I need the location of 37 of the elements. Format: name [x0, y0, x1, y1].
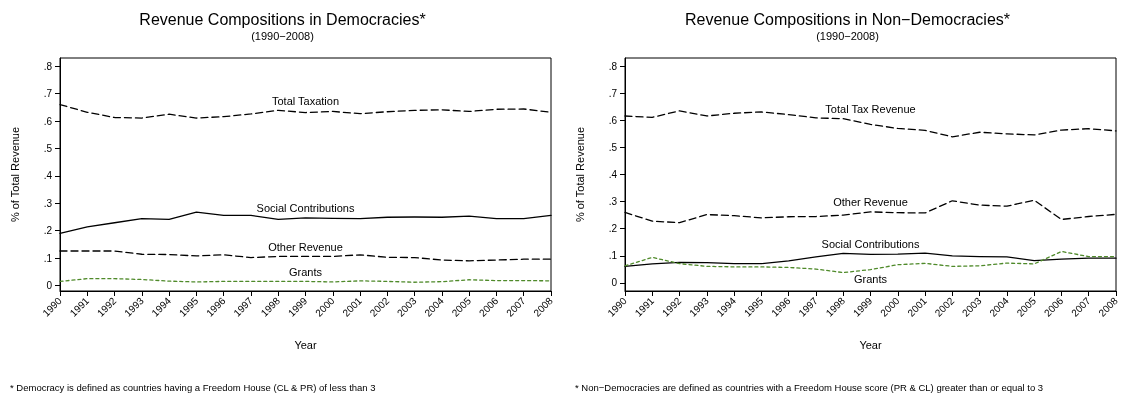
- y-tick-label: .4: [43, 170, 53, 182]
- y-axis-title: % of Total Revenue: [573, 126, 586, 223]
- y-tick-label: .6: [43, 115, 53, 127]
- series-label: Social Contributions: [256, 202, 355, 215]
- series-label: Other Revenue: [833, 196, 908, 209]
- series-label: Social Contributions: [821, 237, 920, 250]
- y-axis-title: % of Total Revenue: [8, 126, 21, 223]
- y-tick-label: .7: [43, 88, 53, 100]
- series-label: Other Revenue: [268, 240, 343, 253]
- series-label: Grants: [853, 273, 888, 286]
- y-tick-label: .1: [608, 250, 618, 262]
- y-tick-label: 0: [46, 280, 53, 292]
- y-tick-label: .6: [608, 114, 618, 126]
- series-label: Total Tax Revenue: [825, 103, 916, 116]
- y-tick-label: .5: [608, 141, 618, 153]
- text: * Democracy is defined as countries having a Freedom House (CL & PR) of less than 3: [10, 381, 376, 393]
- y-tick-label: .4: [608, 169, 618, 180]
- x-axis-title: Year: [294, 338, 317, 351]
- chart-subtitle: (1990−2008): [251, 29, 314, 42]
- series-label: Grants: [288, 265, 323, 278]
- y-tick-label: .2: [43, 225, 53, 237]
- chart-title: Revenue Compositions in Democracies*: [139, 10, 426, 28]
- y-tick-label: .3: [43, 197, 53, 209]
- y-tick-label: .5: [43, 142, 53, 154]
- chart-subtitle: (1990−2008): [816, 29, 879, 42]
- chart-title: Revenue Compositions in Non−Democracies*: [684, 10, 1011, 28]
- text: * Non−Democracies are defined as countries with a Freedom House score (PR & CL) greater than or equal to 3: [575, 381, 1044, 393]
- series-label: Total Taxation: [271, 94, 340, 107]
- y-tick-label: .1: [43, 252, 53, 264]
- line-series: [624, 250, 1117, 274]
- y-tick-label: .2: [608, 223, 618, 235]
- y-tick-label: .3: [608, 196, 618, 208]
- y-tick-label: .8: [43, 60, 53, 72]
- x-axis-title: Year: [859, 338, 882, 351]
- y-tick-label: .8: [608, 60, 618, 72]
- y-tick-label: .7: [608, 87, 618, 99]
- y-tick-label: 0: [611, 277, 618, 289]
